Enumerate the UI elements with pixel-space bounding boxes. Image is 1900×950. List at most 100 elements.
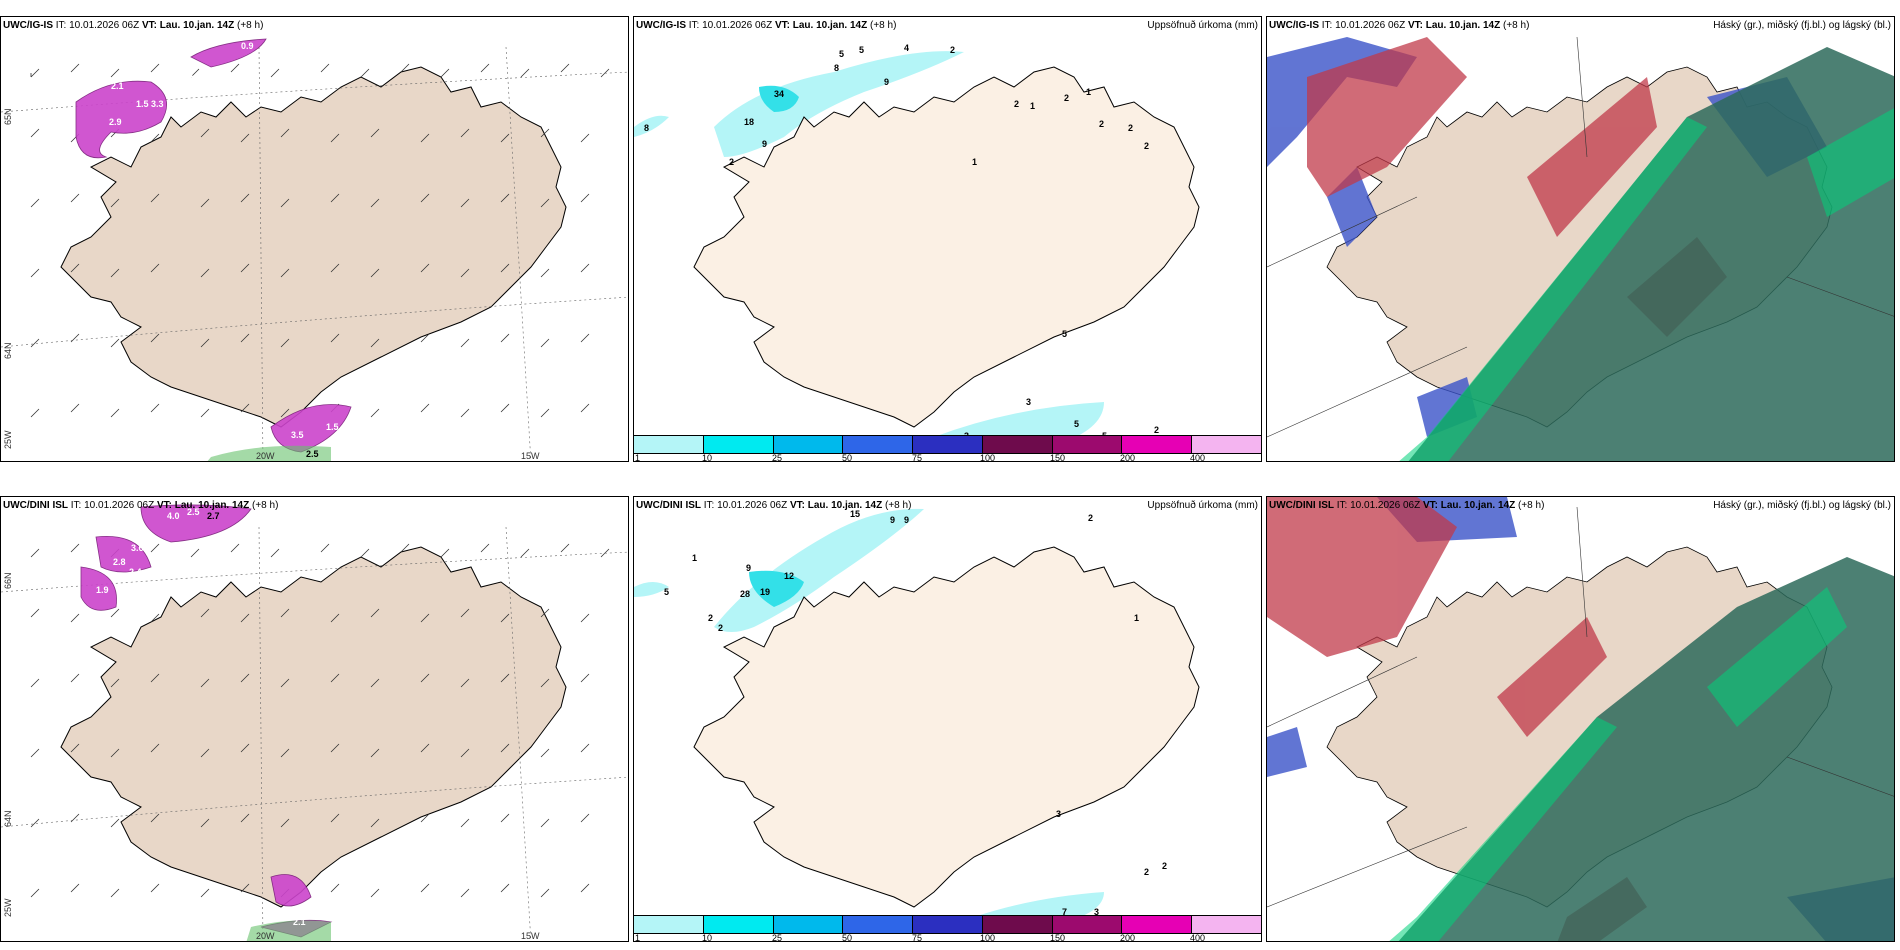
panel-title: UWC/DINI ISL IT: 10.01.2026 06Z VT: Lau.… [636, 500, 912, 511]
precip-label: 2 [950, 45, 956, 55]
wind-panel-dini: UWC/DINI ISL IT: 10.01.2026 06Z VT: Lau.… [0, 496, 629, 942]
pressure-label: 2.1 [111, 81, 124, 91]
precip-panel-igis: UWC/IG-IS IT: 10.01.2026 06Z VT: Lau. 10… [633, 16, 1262, 462]
precip-label: 2 [1064, 93, 1070, 103]
panel-title: UWC/IG-IS IT: 10.01.2026 06Z VT: Lau. 10… [1269, 20, 1530, 31]
precip-label: 2 [1144, 867, 1150, 877]
green-area [246, 920, 331, 941]
lon-label: 25W [3, 430, 13, 449]
precip-mid [749, 570, 804, 607]
precip-label: 18 [744, 117, 755, 127]
colorbar-tick: 1 [635, 933, 641, 942]
precip-label: 8 [834, 63, 840, 73]
lat-label: 64N [3, 342, 13, 359]
panel-title: UWC/DINI ISL IT: 10.01.2026 06Z VT: Lau.… [3, 500, 279, 511]
colorbar-tick: 50 [842, 453, 853, 462]
precip-label: 2 [1099, 119, 1105, 129]
pressure-label: 2.8 [113, 557, 126, 567]
panel-title: UWC/IG-IS IT: 10.01.2026 06Z VT: Lau. 10… [3, 20, 264, 31]
wind-panel-igis: UWC/IG-IS IT: 10.01.2026 06Z VT: Lau. 10… [0, 16, 629, 462]
colorbar-ticks: 1 10 25 50 75 100 150 200 400 [634, 933, 1261, 942]
precip-label: 28 [740, 589, 751, 599]
precip-label: 5 [664, 587, 670, 597]
precip-label: 9 [762, 139, 768, 149]
precip-label: 2 [1144, 141, 1150, 151]
wind-map [1, 38, 628, 461]
colorbar-tick: 400 [1190, 453, 1206, 462]
colorbar-tick: 25 [772, 453, 783, 462]
precip-label: 9 [904, 515, 910, 525]
lon-label: 20W [256, 931, 275, 941]
colorbar-tick: 150 [1050, 453, 1066, 462]
wind-barbs [30, 63, 610, 418]
precip-label: 8 [644, 123, 650, 133]
precip-label: 1 [1086, 87, 1092, 97]
precip-label: 2 [1128, 123, 1134, 133]
colorbar-tick: 1 [635, 453, 641, 462]
pressure-label: 2.5 [187, 507, 200, 517]
precip-label: 9 [884, 77, 890, 87]
precip-label: 7 [1062, 907, 1068, 917]
precip-label: 9 [746, 563, 752, 573]
pressure-label: 2.5 [306, 449, 319, 459]
precip-label: 15 [850, 509, 861, 519]
pressure-label: 1.5 [136, 99, 149, 109]
panel-right-title: Uppsöfnuð úrkoma (mm) [1147, 500, 1258, 511]
precip-colorbar: 1 10 25 50 75 100 150 200 400 [634, 915, 1261, 941]
pressure-label: 1.5 [326, 422, 339, 432]
panel-right-title: Háský (gr.), miðský (fj.bl.) og lágský (… [1713, 20, 1891, 31]
precip-label: 3 [1026, 397, 1032, 407]
colorbar-tick: 150 [1050, 933, 1066, 942]
cloud-map [1267, 36, 1894, 461]
precip-label: 1 [1030, 101, 1036, 111]
precip-colorbar: 1 10 25 50 75 100 150 200 400 [634, 435, 1261, 461]
precip-label: 34 [774, 89, 785, 99]
precip-label: 1 [1134, 613, 1140, 623]
lat-label: 65N [3, 108, 13, 125]
precip-label: 5 [1074, 419, 1080, 429]
pressure-label: 2.9 [109, 117, 122, 127]
high-cloud-edge [1389, 587, 1847, 941]
pressure-label: 3.6 [131, 543, 144, 553]
colorbar-tick: 75 [912, 933, 923, 942]
panel-title: UWC/IG-IS IT: 10.01.2026 06Z VT: Lau. 10… [636, 20, 897, 31]
cloud-map [1267, 497, 1894, 941]
precip-label: 1 [692, 553, 698, 563]
pressure-label: 2.4 [129, 567, 142, 577]
lon-label: 25W [3, 898, 13, 917]
precip-map [634, 508, 1200, 937]
pressure-label: 2.1 [293, 917, 306, 927]
graticule [1267, 36, 1894, 438]
precip-label: 2 [729, 157, 735, 167]
precip-label: 2 [708, 613, 714, 623]
precip-label: 2 [718, 623, 724, 633]
graticule [1267, 506, 1894, 908]
wind-pressure-area [80, 504, 333, 938]
colorbar-tick: 200 [1120, 453, 1136, 462]
precip-panel-dini: UWC/DINI ISL IT: 10.01.2026 06Z VT: Lau.… [633, 496, 1262, 942]
precip-label: 2 [1154, 425, 1160, 435]
precip-label: 19 [760, 587, 771, 597]
precip-label: 2 [1088, 513, 1094, 523]
panel-right-title: Háský (gr.), miðský (fj.bl.) og lágský (… [1713, 500, 1891, 511]
precip-label: 1 [972, 157, 978, 167]
wind-pressure-area [75, 38, 352, 453]
high-cloud [1408, 47, 1894, 461]
colorbar-tick: 400 [1190, 933, 1206, 942]
colorbar-tick: 25 [772, 933, 783, 942]
panel-title: UWC/DINI ISL IT: 10.01.2026 06Z VT: Lau.… [1269, 500, 1545, 511]
colorbar-swatches [634, 435, 1261, 454]
cloud-panel-igis: UWC/IG-IS IT: 10.01.2026 06Z VT: Lau. 10… [1266, 16, 1895, 462]
pressure-label: 0.9 [241, 41, 254, 51]
colorbar-tick: 50 [842, 933, 853, 942]
wind-map [1, 504, 628, 941]
colorbar-tick: 100 [980, 453, 996, 462]
precip-label: 3 [1094, 907, 1100, 917]
precip-label: 5 [839, 49, 845, 59]
precip-label: 9 [890, 515, 896, 525]
precip-label: 3 [1056, 809, 1062, 819]
precip-label: 12 [784, 571, 795, 581]
panel-right-title: Uppsöfnuð úrkoma (mm) [1147, 20, 1258, 31]
colorbar-tick: 75 [912, 453, 923, 462]
lon-label: 20W [256, 451, 275, 461]
